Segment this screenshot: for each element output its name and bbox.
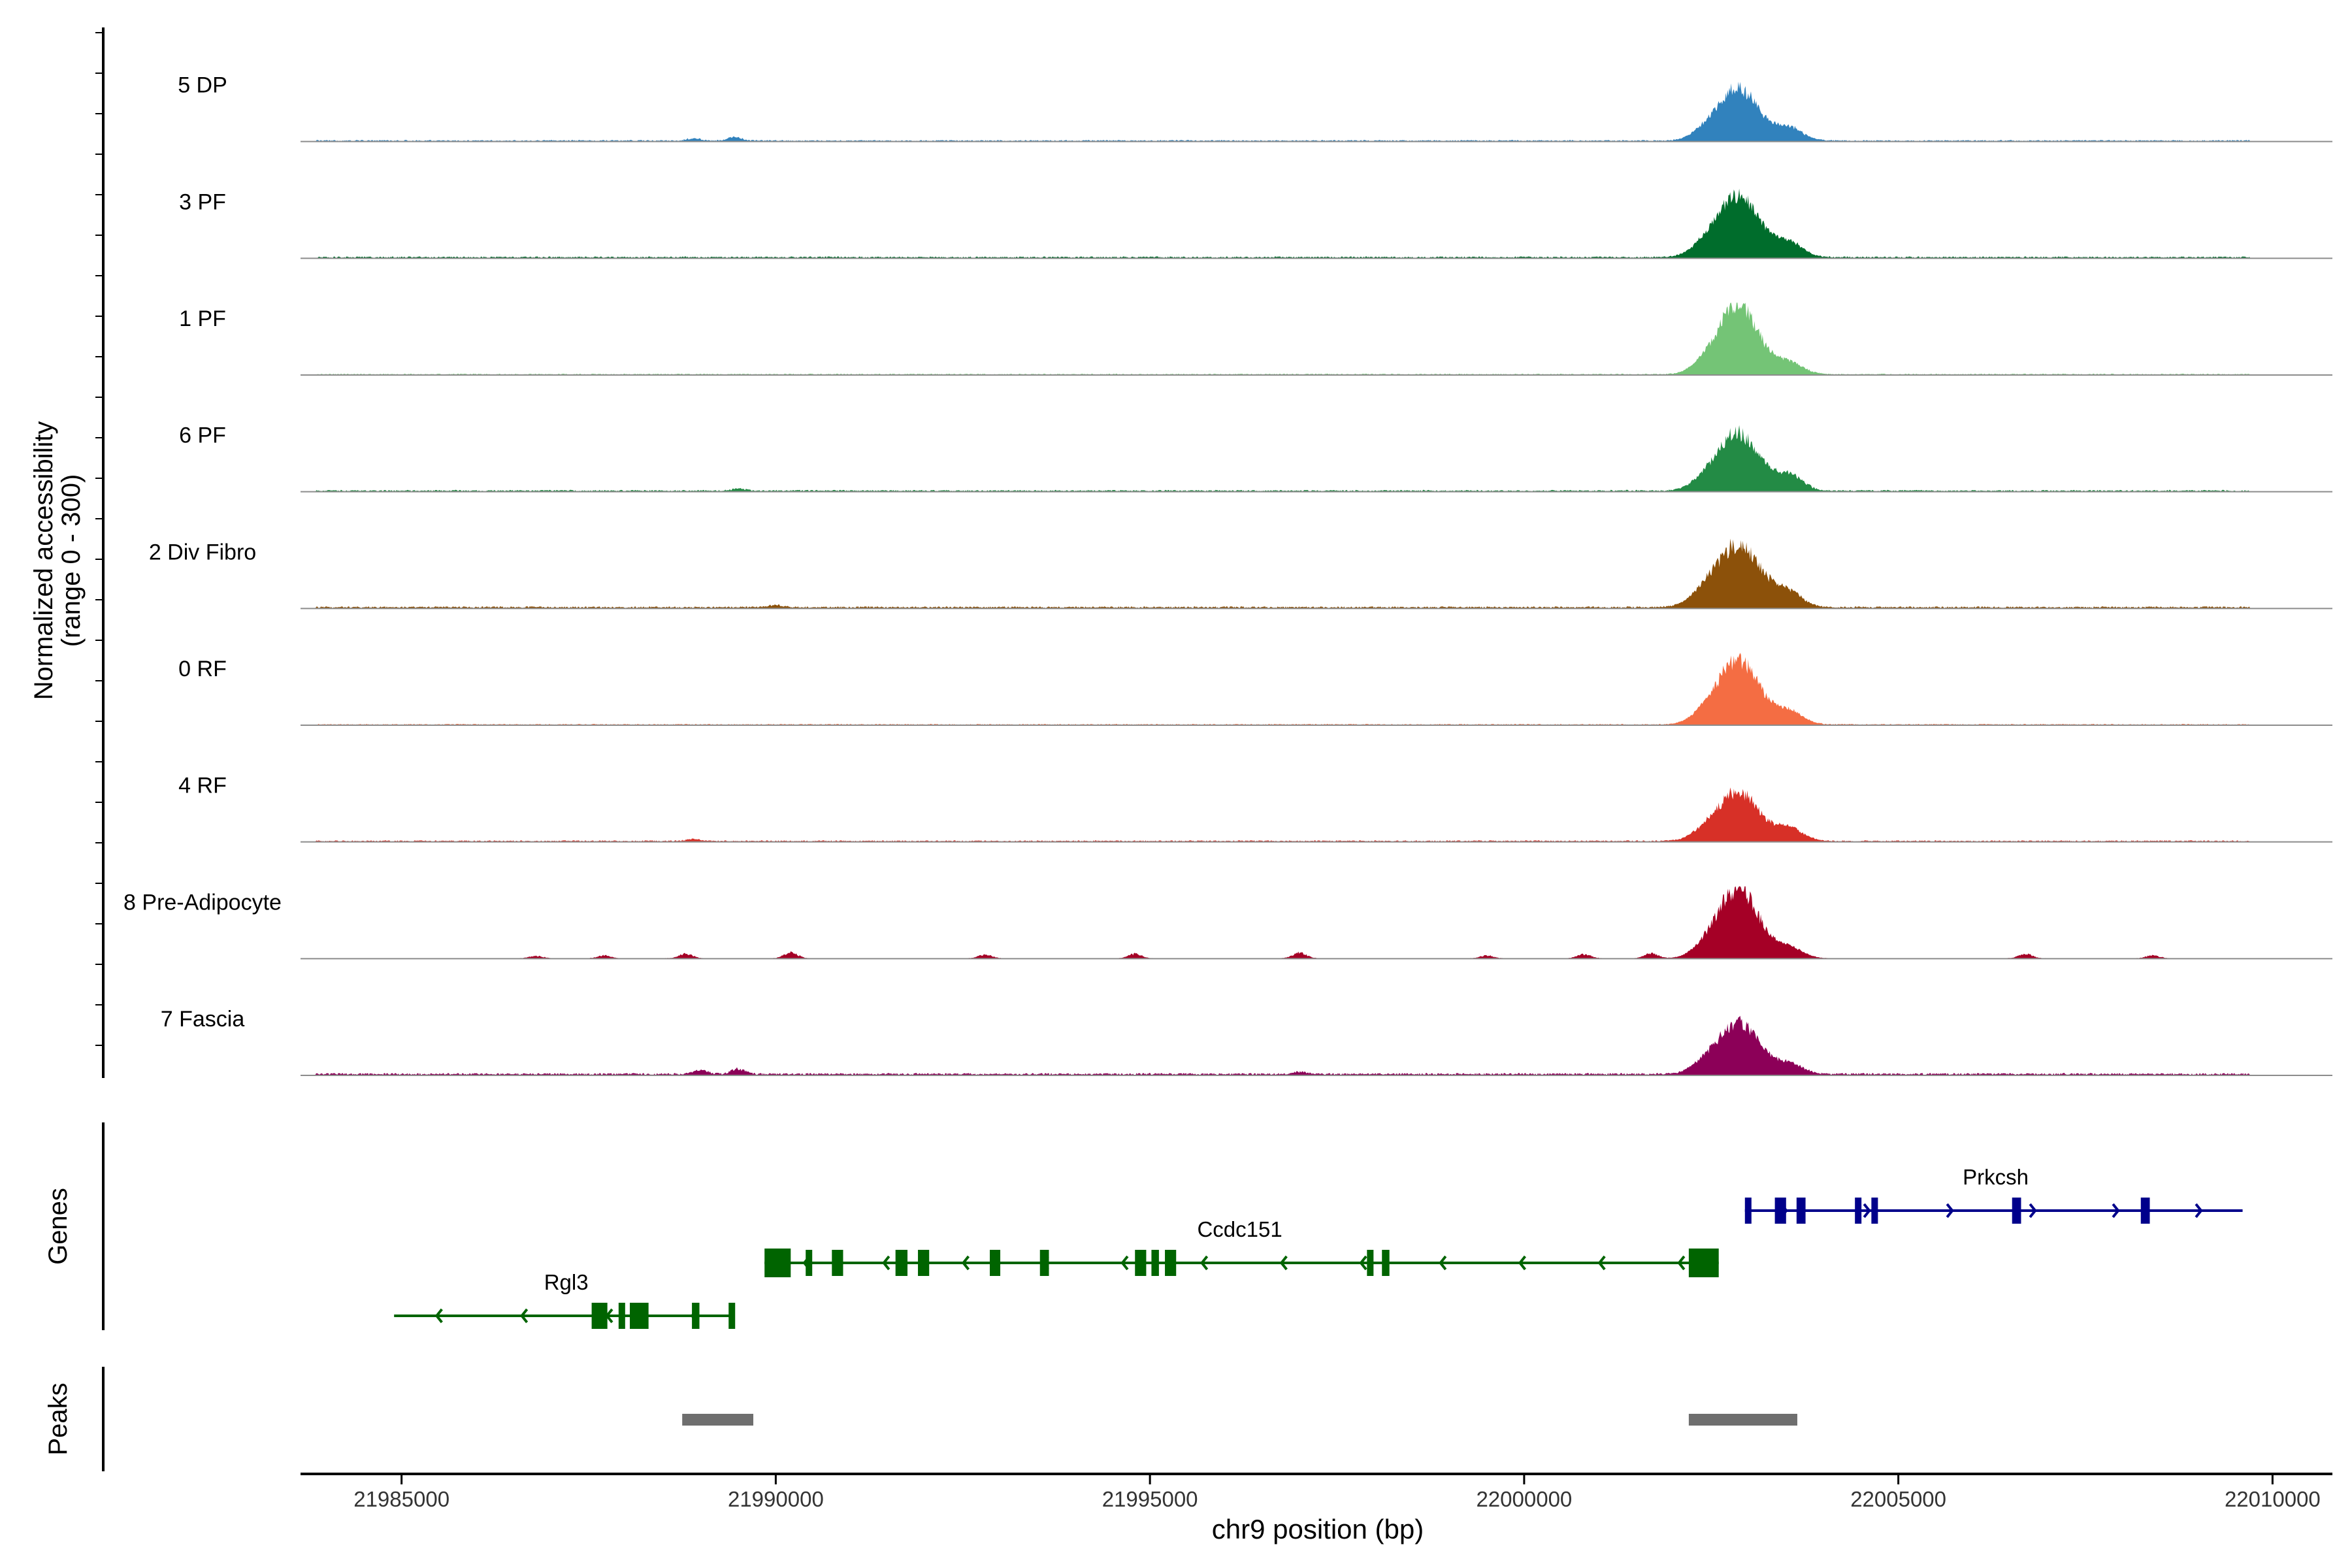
strand-arrow-ccdc151 [882,1255,890,1271]
x-axis-label: chr9 position (bp) [1212,1514,1424,1544]
track-6-pf: 6 PF [179,423,2332,493]
exon-ccdc151 [806,1250,813,1276]
coverage-tracks: 5 DP 3 PF 1 PF 6 PF 2 Div Fibro 0 RF 4 RF 8 Pre… [123,73,2332,1076]
gene-ccdc151: Ccdc151 [764,1217,1719,1277]
gene-prkcsh: Prkcsh [1744,1165,2243,1224]
exon-ccdc151 [832,1250,843,1276]
x-tick-label: 21995000 [1102,1487,1198,1511]
exon-rgl3 [692,1303,700,1329]
exon-ccdc151 [989,1250,1001,1276]
exon-ccdc151 [1039,1250,1049,1276]
track-3-pf: 3 PF [179,188,2332,259]
exon-ccdc151 [1151,1250,1159,1276]
y-axis-label: Normalized accessibility [29,421,58,700]
strand-arrow-prkcsh [2112,1203,2120,1218]
x-tick-label: 21990000 [728,1487,824,1511]
track-label-0-rf: 0 RF [178,657,227,681]
gene-label-ccdc151: Ccdc151 [1197,1217,1282,1241]
exon-ccdc151 [1367,1250,1374,1276]
exon-ccdc151 [1688,1249,1719,1277]
track-label-5-dp: 5 DP [178,73,227,98]
strand-arrow-prkcsh [2029,1203,2037,1218]
peak-region [1688,1414,1797,1426]
x-tick-label: 22005000 [1850,1487,1946,1511]
strand-arrow-ccdc151 [1518,1255,1526,1271]
peak-region [682,1414,754,1426]
gene-label-rgl3: Rgl3 [544,1270,589,1294]
strand-arrow-prkcsh [2195,1203,2203,1218]
strand-arrow-ccdc151 [961,1255,970,1271]
exon-prkcsh [2140,1198,2150,1224]
strand-arrow-ccdc151 [1120,1255,1129,1271]
exon-prkcsh [1855,1198,1862,1224]
strand-arrow-rgl3 [520,1308,529,1324]
track-label-4-rf: 4 RF [178,774,227,798]
strand-arrow-prkcsh [1863,1203,1871,1218]
peaks-track [682,1414,1797,1426]
track-label-1-pf: 1 PF [179,306,226,331]
track-label-7-fascia: 7 Fascia [161,1007,245,1032]
strand-arrow-prkcsh [1946,1203,1954,1218]
track-5-dp: 5 DP [178,73,2332,142]
track-1-pf: 1 PF [179,302,2332,376]
exon-ccdc151 [895,1250,907,1276]
strand-arrow-rgl3 [434,1308,443,1324]
track-8-pre-adipocyte: 8 Pre-Adipocyte [123,886,2332,960]
track-label-8-pre-adipocyte: 8 Pre-Adipocyte [123,890,282,915]
track-0-rf: 0 RF [178,653,2332,726]
gene-rgl3: Rgl3 [394,1270,736,1329]
strand-arrow-ccdc151 [1439,1255,1447,1271]
coverage-area-3-pf [301,188,2332,259]
coverage-area-5-dp [301,82,2332,142]
x-axis: 21985000 21990000 21995000 22000000 22005000… [301,1473,2332,1511]
strand-arrow-ccdc151 [1597,1255,1606,1271]
coverage-area-4-rf [301,787,2332,842]
exon-rgl3 [591,1303,608,1329]
exon-prkcsh [2012,1198,2021,1224]
gene-label-prkcsh: Prkcsh [1963,1165,2029,1189]
coverage-area-1-pf [301,302,2332,375]
exon-rgl3 [728,1303,736,1329]
gene-annotation-track: Rgl3 Ccdc151 Prkcsh [394,1165,2243,1329]
genes-track-label: Genes [44,1188,73,1265]
exon-prkcsh [1744,1198,1752,1224]
track-2-div-fibro: 2 Div Fibro [149,538,2332,610]
exon-rgl3 [630,1303,649,1329]
exon-prkcsh [1871,1198,1878,1224]
exon-ccdc151 [764,1249,791,1277]
x-tick-label: 22010000 [2225,1487,2321,1511]
track-4-rf: 4 RF [178,774,2332,843]
exon-ccdc151 [1165,1250,1177,1276]
exon-prkcsh [1774,1198,1786,1224]
coverage-area-6-pf [301,425,2332,492]
strand-arrow-ccdc151 [1200,1255,1209,1271]
exon-prkcsh [1796,1198,1806,1224]
coverage-area-8-pre-adipocyte [301,886,2332,959]
track-label-3-pf: 3 PF [179,189,226,214]
x-tick-label: 21985000 [353,1487,449,1511]
track-label-6-pf: 6 PF [179,423,226,448]
exon-rgl3 [618,1303,625,1329]
exon-ccdc151 [918,1250,930,1276]
exon-ccdc151 [1135,1250,1147,1276]
exon-ccdc151 [1382,1250,1390,1276]
strand-arrow-ccdc151 [1359,1255,1367,1271]
strand-arrow-ccdc151 [1279,1255,1288,1271]
track-label-2-div-fibro: 2 Div Fibro [149,540,256,564]
y-axis-label-range: (range 0 - 300) [57,474,86,647]
strand-arrow-ccdc151 [1677,1255,1686,1271]
coverage-y-axis [95,27,105,1078]
coverage-area-0-rf [301,653,2332,725]
coverage-area-2-div-fibro [301,538,2332,609]
track-7-fascia: 7 Fascia [161,1007,2332,1076]
peaks-track-label: Peaks [44,1382,73,1455]
x-tick-label: 22000000 [1476,1487,1572,1511]
coverage-area-7-fascia [301,1015,2332,1075]
